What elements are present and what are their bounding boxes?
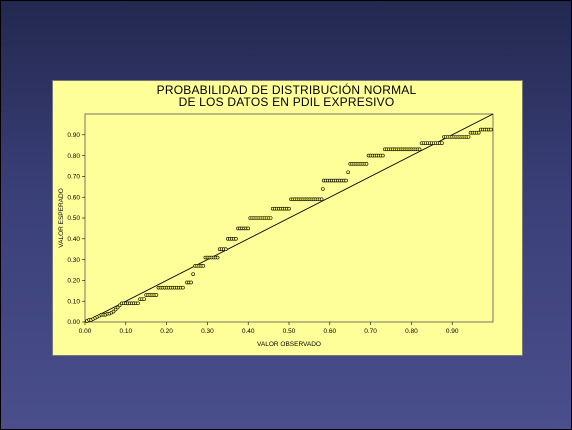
data-point [223,247,228,251]
data-point [154,293,159,297]
x-axis-ticks: 0.00 0.10 0.20 0.30 0.40 0.50 0.60 0.70 0.80 0.90 [79,322,459,335]
data-point [489,127,493,132]
data-point [234,237,238,241]
reference-line [84,113,494,323]
x-axis-label: VALOR OBSERVADO [257,341,321,348]
chart-title: PROBABILIDAD DE DISTRIBUCIÓN NORMAL DE L… [52,84,521,108]
x-tick-label: 0.80 [405,328,418,335]
data-point [287,206,291,211]
x-tick-label: 0.70 [364,328,377,335]
data-point [346,170,350,175]
y-axis-label: VALOR ESPERADO [58,188,65,247]
y-tick-label: 0.60 [67,194,80,201]
data-point [381,153,385,158]
x-tick-label: 0.00 [79,328,92,335]
data-point [344,178,348,183]
data-point [181,285,185,290]
y-tick-label: 0.30 [67,257,80,264]
data-point [215,255,220,260]
data-point [142,297,146,301]
data-point [319,197,324,202]
x-tick-label: 0.30 [201,328,214,335]
chart-subtitle: DE LOS DATOS EN PDIL EXPRESIVO [178,95,395,109]
x-tick-label: 0.10 [119,328,132,335]
y-tick-label: 0.10 [67,298,80,305]
x-tick-label: 0.40 [242,328,255,335]
data-point [117,303,122,308]
x-tick-label: 0.90 [446,328,459,335]
data-point [440,141,444,145]
data-point [417,147,422,152]
data-point [189,280,193,285]
data-point [201,264,206,268]
x-tick-label: 0.20 [160,328,173,335]
y-axis-ticks: 0.00 0.10 0.20 0.30 0.40 0.50 0.60 0.70 0.80 0.90 [67,132,85,326]
x-tick-label: 0.60 [323,328,336,335]
data-point [136,301,140,306]
x-tick-label: 0.50 [283,328,296,335]
data-point [268,216,273,220]
data-point [364,162,369,166]
y-tick-label: 0.00 [67,319,80,326]
y-tick-label: 0.80 [67,153,80,160]
y-tick-label: 0.50 [67,215,80,222]
data-point [466,135,471,139]
data-point [321,187,325,191]
data-point [246,226,250,231]
data-point [115,305,120,310]
y-tick-label: 0.90 [67,132,80,139]
y-tick-label: 0.70 [67,174,80,181]
data-point [191,272,195,276]
y-tick-label: 0.20 [67,278,80,285]
data-points [85,127,493,323]
y-tick-label: 0.40 [67,236,80,243]
chart-title-line-1: PROBABILIDAD DE DISTRIBUCIÓN NORMAL [156,83,417,97]
data-point [476,130,481,135]
data-point [113,307,118,312]
data-point [111,309,116,314]
